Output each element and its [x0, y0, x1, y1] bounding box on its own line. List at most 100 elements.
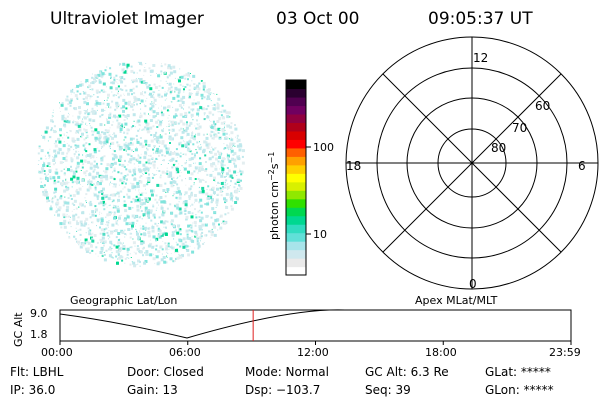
image-pixel [186, 114, 188, 116]
image-pixel [235, 136, 237, 138]
image-pixel [165, 245, 169, 248]
image-pixel [144, 260, 148, 263]
image-pixel [159, 196, 163, 199]
image-pixel [191, 236, 193, 238]
image-pixel [149, 253, 153, 257]
image-pixel [124, 136, 127, 139]
image-pixel [221, 222, 223, 224]
image-pixel [202, 107, 205, 111]
image-pixel [67, 120, 71, 124]
image-pixel [65, 155, 68, 158]
image-pixel [225, 175, 227, 177]
image-pixel [102, 175, 106, 179]
image-pixel [213, 135, 216, 138]
image-pixel [156, 183, 160, 187]
image-pixel [113, 213, 116, 216]
image-pixel [153, 83, 155, 85]
image-pixel [129, 161, 132, 164]
image-pixel [224, 164, 226, 166]
image-pixel [236, 180, 238, 181]
image-pixel [126, 114, 130, 118]
image-pixel [181, 101, 185, 104]
image-pixel [194, 202, 195, 204]
image-pixel [209, 133, 212, 136]
image-pixel [142, 194, 144, 196]
image-pixel [84, 81, 87, 84]
image-pixel [104, 170, 108, 174]
image-pixel [132, 261, 136, 265]
image-pixel [85, 137, 87, 139]
dsp-status: Dsp: −103.7 [245, 383, 320, 397]
image-pixel [236, 175, 238, 176]
image-pixel [211, 137, 214, 140]
image-pixel [195, 92, 199, 96]
image-pixel [219, 168, 221, 170]
image-pixel [47, 140, 49, 142]
image-pixel [151, 109, 153, 112]
image-pixel [79, 184, 81, 185]
image-pixel [118, 184, 120, 186]
image-pixel [184, 194, 186, 196]
image-pixel [123, 203, 127, 207]
image-pixel [198, 123, 200, 125]
image-pixel [207, 105, 210, 108]
image-pixel [114, 185, 117, 188]
image-pixel [123, 200, 126, 203]
image-pixel [185, 73, 189, 77]
image-pixel [140, 92, 143, 96]
image-pixel [179, 233, 182, 236]
image-pixel [127, 92, 130, 96]
image-pixel [116, 79, 118, 80]
image-pixel [106, 163, 110, 167]
image-pixel [137, 168, 141, 172]
image-pixel [156, 201, 159, 204]
image-pixel [121, 88, 124, 91]
image-pixel [230, 138, 233, 141]
image-pixel [59, 102, 60, 104]
image-pixel [113, 150, 116, 153]
image-pixel [144, 197, 148, 201]
image-pixel [223, 147, 226, 150]
image-pixel [114, 94, 116, 96]
image-pixel [55, 153, 57, 155]
image-pixel [194, 208, 196, 211]
image-pixel [100, 247, 104, 251]
timeline-x-label-0000: 00:00 [41, 346, 73, 359]
image-pixel [178, 238, 182, 242]
image-pixel [52, 156, 53, 158]
image-pixel [176, 156, 178, 158]
image-pixel [166, 106, 168, 108]
image-pixel [136, 146, 138, 148]
image-pixel [126, 153, 128, 155]
image-pixel [82, 186, 84, 187]
image-pixel [240, 179, 242, 182]
image-pixel [126, 247, 130, 251]
image-pixel [133, 80, 135, 82]
image-pixel [176, 198, 178, 200]
image-pixel [183, 104, 185, 106]
image-pixel [131, 214, 135, 218]
geo-longitude-status: GLon: ***** [485, 383, 554, 397]
image-pixel [226, 124, 230, 128]
image-pixel [119, 125, 122, 128]
image-pixel [47, 151, 50, 154]
image-pixel [100, 228, 104, 232]
timeline-right-title: Apex MLat/MLT [415, 294, 498, 307]
image-pixel [117, 252, 120, 255]
image-pixel [97, 255, 99, 257]
image-pixel [144, 105, 147, 108]
image-pixel [211, 231, 214, 234]
image-pixel [43, 161, 44, 163]
image-pixel [145, 82, 148, 84]
image-pixel [214, 93, 215, 95]
image-pixel [142, 213, 146, 217]
image-pixel [188, 229, 191, 232]
image-pixel [115, 236, 118, 239]
image-pixel [194, 89, 196, 90]
image-pixel [89, 162, 93, 166]
image-pixel [146, 167, 150, 171]
image-pixel [155, 248, 158, 251]
image-pixel [221, 159, 225, 163]
image-pixel [171, 166, 174, 169]
image-pixel [111, 153, 114, 156]
